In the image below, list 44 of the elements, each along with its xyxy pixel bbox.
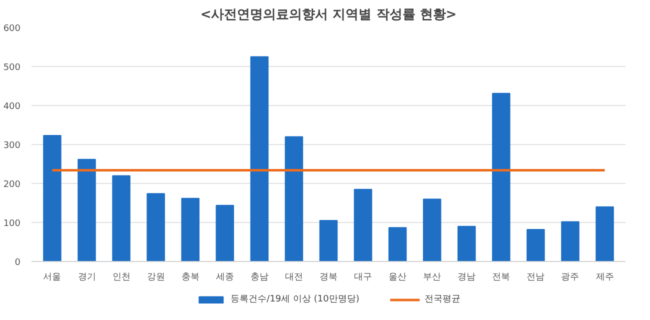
x-tick-label: 전남 [526, 272, 545, 282]
bar [596, 206, 614, 262]
x-tick-label: 강원 [146, 272, 165, 282]
bar [216, 204, 234, 262]
x-tick-label: 대전 [284, 272, 303, 282]
x-tick-label: 충북 [181, 272, 200, 282]
x-tick-label: 울산 [388, 272, 407, 282]
x-tick-label: 경남 [458, 272, 476, 282]
x-tick-label: 대구 [354, 272, 372, 282]
bar [146, 193, 165, 262]
y-tick-label: 600 [3, 24, 21, 34]
bar [250, 56, 269, 262]
y-tick-label: 300 [3, 141, 21, 151]
legend-label: 등록건수/19세 이상 (10만명당) [230, 294, 360, 306]
bar [284, 136, 304, 262]
bar [492, 92, 510, 262]
x-tick-label: 충남 [250, 272, 268, 282]
x-tick-label: 경기 [78, 272, 96, 282]
y-tick-label: 100 [3, 219, 21, 229]
bar [319, 220, 338, 262]
x-tick-label: 제주 [596, 272, 614, 282]
y-tick-label: 400 [3, 102, 21, 112]
bar [458, 226, 476, 262]
x-tick-label: 인천 [112, 272, 130, 282]
x-tick-label: 경북 [320, 272, 338, 282]
y-tick-label: 0 [14, 258, 21, 268]
x-tick-label: 서울 [43, 272, 62, 282]
bar [422, 198, 442, 262]
bar [43, 135, 62, 262]
bar [112, 175, 130, 262]
bar [78, 158, 96, 262]
bar [181, 198, 200, 262]
x-tick-label: 광주 [561, 272, 580, 282]
bar [388, 227, 407, 262]
chart-title: <사전연명의료의향서 지역별 작성률 현황> [200, 8, 457, 22]
y-tick-label: 200 [3, 180, 21, 190]
y-tick-label: 500 [3, 63, 21, 73]
x-tick-label: 부산 [423, 272, 442, 282]
x-tick-label: 전북 [492, 272, 510, 282]
bar [526, 229, 545, 262]
x-tick-label: 세종 [216, 272, 234, 282]
legend-label: 전국평균 [424, 294, 460, 306]
bar [354, 188, 372, 262]
bar [561, 221, 580, 262]
